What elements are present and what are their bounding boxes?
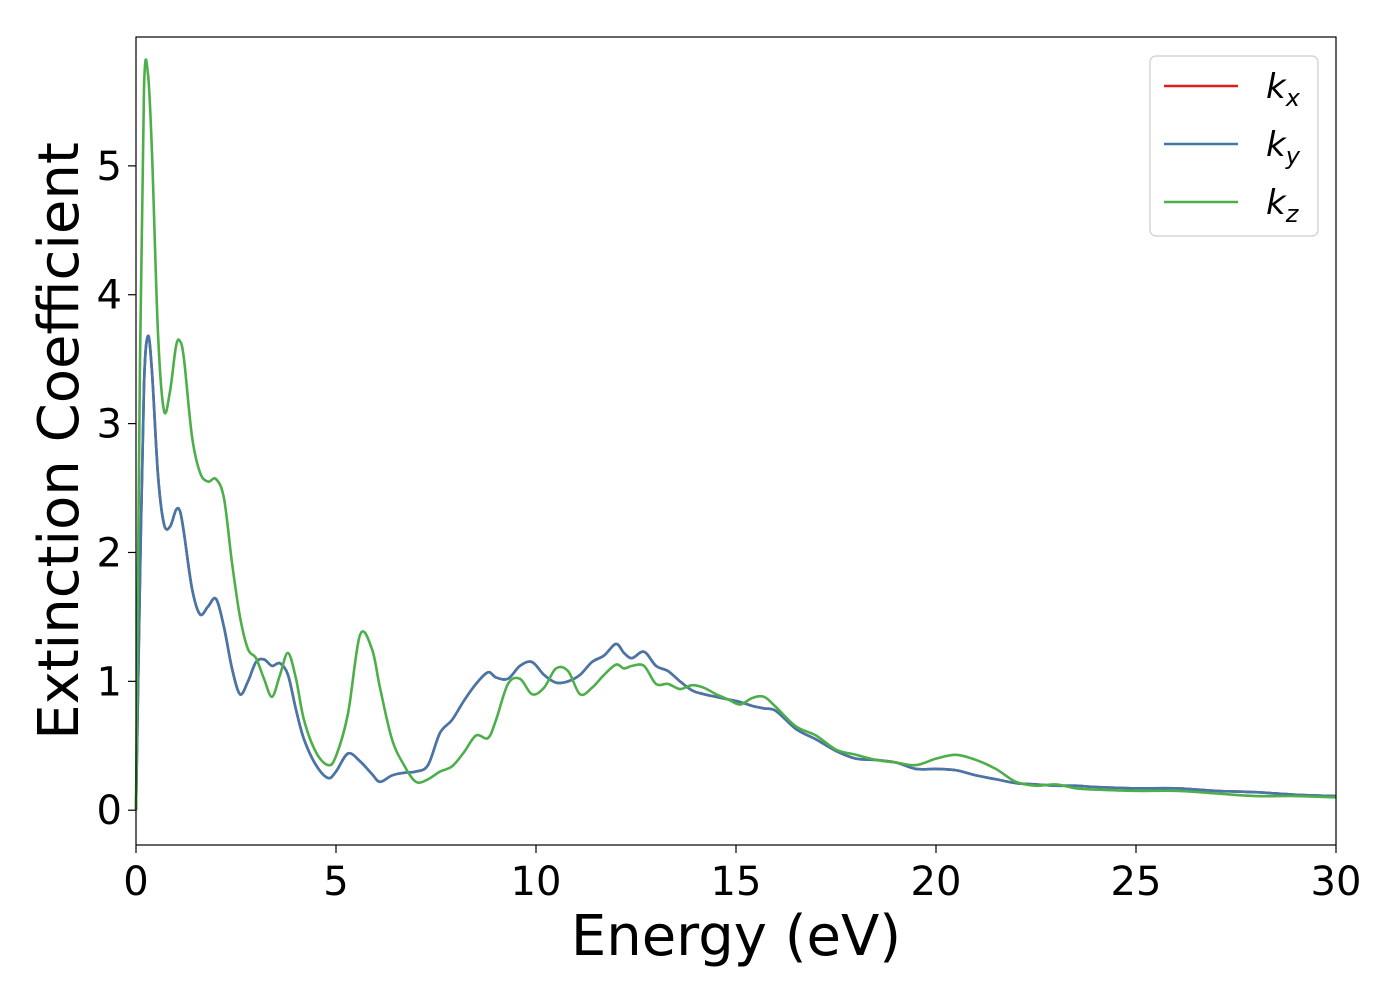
legend-label-kz: kz bbox=[1266, 183, 1300, 228]
y-axis-title: Extinction Coefficient bbox=[27, 142, 92, 740]
y-tick-label: 4 bbox=[97, 273, 122, 319]
x-tick-label: 5 bbox=[323, 859, 348, 905]
series-layer bbox=[134, 58, 1337, 811]
legend-label-ky: ky bbox=[1266, 125, 1301, 170]
legend: kx ky kz bbox=[1149, 55, 1319, 237]
legend-label-kx: kx bbox=[1266, 67, 1301, 112]
y-tick-label: 5 bbox=[97, 144, 122, 190]
y-tick-label: 0 bbox=[97, 788, 122, 834]
x-axis-ticks: 0 5 10 15 20 25 30 bbox=[123, 845, 1361, 905]
series-line-ky bbox=[134, 334, 1337, 811]
x-tick-label: 30 bbox=[1311, 859, 1362, 905]
series-line-kz bbox=[134, 58, 1337, 811]
legend-box bbox=[1149, 55, 1319, 237]
x-axis-title: Energy (eV) bbox=[571, 904, 901, 969]
y-tick-label: 1 bbox=[97, 659, 122, 705]
y-tick-label: 3 bbox=[97, 402, 122, 448]
x-tick-label: 20 bbox=[911, 859, 962, 905]
x-tick-label: 10 bbox=[511, 859, 562, 905]
x-tick-label: 25 bbox=[1111, 859, 1162, 905]
y-tick-label: 2 bbox=[97, 530, 122, 576]
x-tick-label: 0 bbox=[123, 859, 148, 905]
y-axis-ticks: 0 1 2 3 4 5 bbox=[97, 144, 136, 834]
x-tick-label: 15 bbox=[711, 859, 762, 905]
